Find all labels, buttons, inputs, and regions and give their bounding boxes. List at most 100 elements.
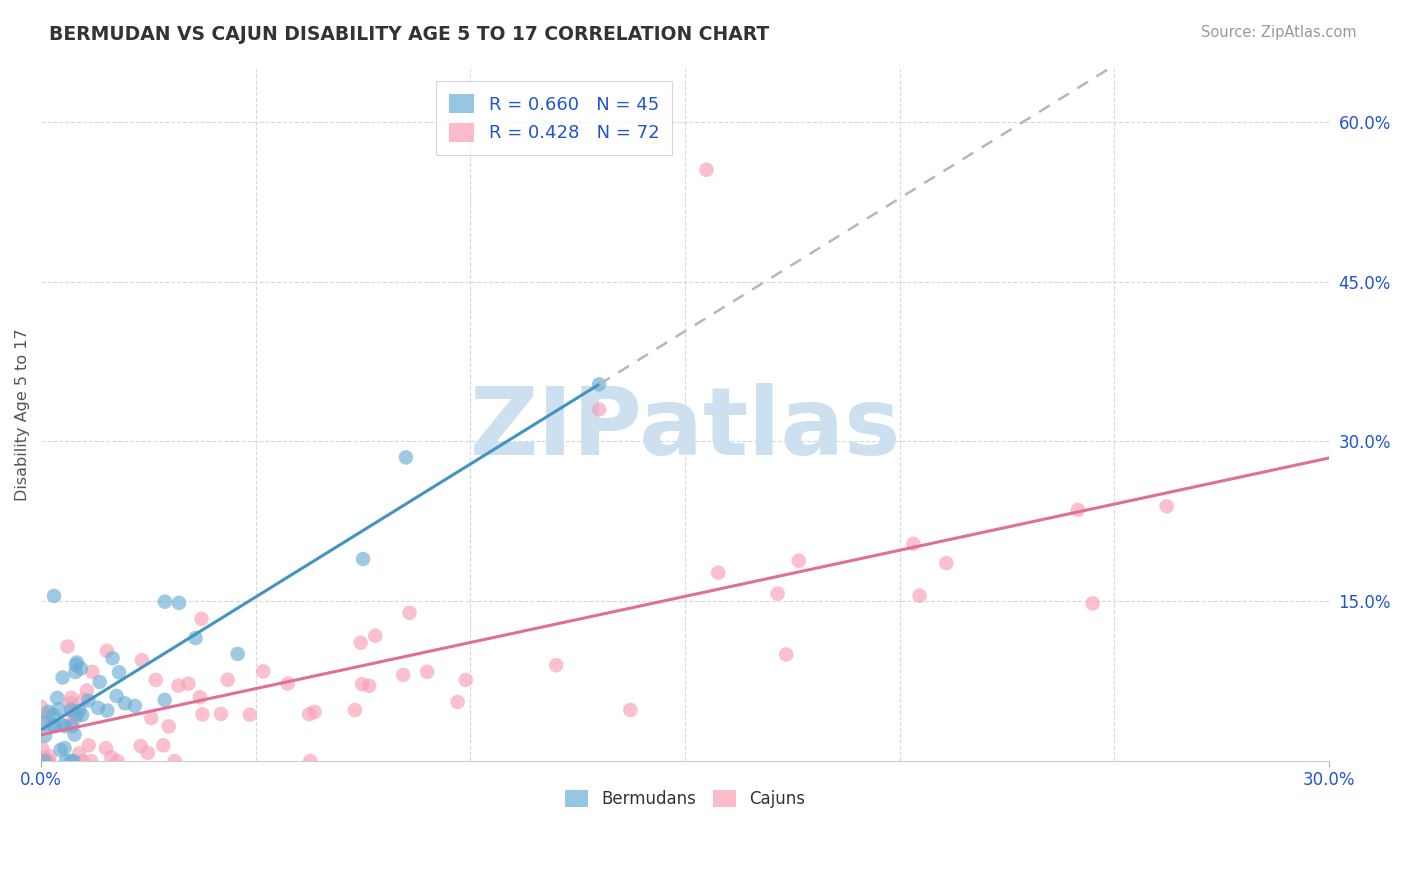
- Point: [72, 693, 94, 707]
- Point: [34, 729, 56, 743]
- Point: [1156, 500, 1178, 514]
- Point: [167, 596, 190, 610]
- Point: [77, 693, 100, 707]
- Point: [87, 701, 110, 715]
- Point: [239, 707, 262, 722]
- Point: [96, 704, 118, 718]
- Point: [59, 696, 82, 710]
- Point: [141, 711, 163, 725]
- Point: [114, 697, 136, 711]
- Point: [153, 594, 176, 608]
- Point: [188, 690, 211, 705]
- Point: [108, 665, 131, 680]
- Text: Source: ZipAtlas.com: Source: ZipAtlas.com: [1201, 25, 1357, 40]
- Point: [163, 754, 186, 768]
- Point: [52, 718, 75, 732]
- Point: [59, 754, 82, 768]
- Point: [398, 606, 420, 620]
- Point: [695, 162, 717, 177]
- Point: [65, 657, 87, 672]
- Point: [145, 673, 167, 687]
- Point: [343, 703, 366, 717]
- Point: [304, 705, 326, 719]
- Point: [129, 739, 152, 753]
- Point: [908, 589, 931, 603]
- Point: [60, 690, 83, 705]
- Point: [177, 676, 200, 690]
- Point: [60, 719, 83, 733]
- Point: [42, 589, 65, 603]
- Point: [100, 750, 122, 764]
- Point: [217, 673, 239, 687]
- Point: [588, 402, 610, 417]
- Legend: Bermudans, Cajuns: Bermudans, Cajuns: [558, 783, 813, 815]
- Point: [67, 704, 90, 718]
- Point: [76, 683, 98, 698]
- Point: [416, 665, 439, 679]
- Point: [252, 665, 274, 679]
- Point: [34, 750, 56, 764]
- Point: [152, 739, 174, 753]
- Point: [31, 754, 53, 768]
- Point: [62, 705, 84, 719]
- Point: [352, 552, 374, 566]
- Point: [184, 631, 207, 645]
- Point: [299, 754, 322, 768]
- Point: [766, 587, 789, 601]
- Point: [34, 754, 56, 768]
- Point: [55, 754, 77, 768]
- Point: [66, 707, 89, 722]
- Point: [101, 651, 124, 665]
- Point: [62, 706, 84, 721]
- Point: [80, 754, 103, 768]
- Point: [298, 707, 321, 722]
- Point: [707, 566, 730, 580]
- Point: [48, 702, 70, 716]
- Point: [31, 741, 53, 756]
- Point: [52, 671, 75, 685]
- Point: [37, 754, 59, 768]
- Point: [107, 754, 129, 768]
- Point: [66, 656, 89, 670]
- Point: [60, 717, 83, 731]
- Point: [96, 644, 118, 658]
- Point: [53, 741, 76, 756]
- Point: [44, 718, 66, 732]
- Text: ZIPatlas: ZIPatlas: [470, 383, 901, 475]
- Point: [153, 693, 176, 707]
- Point: [70, 661, 93, 675]
- Point: [226, 647, 249, 661]
- Point: [277, 676, 299, 690]
- Point: [89, 675, 111, 690]
- Point: [70, 708, 93, 723]
- Point: [903, 537, 925, 551]
- Point: [619, 703, 641, 717]
- Point: [105, 689, 128, 703]
- Point: [30, 700, 52, 714]
- Point: [49, 743, 72, 757]
- Point: [38, 754, 60, 768]
- Point: [157, 719, 180, 733]
- Point: [395, 450, 418, 465]
- Point: [72, 754, 94, 768]
- Point: [53, 719, 76, 733]
- Point: [350, 677, 373, 691]
- Point: [34, 716, 56, 731]
- Point: [546, 658, 568, 673]
- Text: BERMUDAN VS CAJUN DISABILITY AGE 5 TO 17 CORRELATION CHART: BERMUDAN VS CAJUN DISABILITY AGE 5 TO 17…: [49, 25, 769, 44]
- Point: [38, 749, 60, 764]
- Point: [67, 746, 90, 760]
- Point: [31, 715, 53, 730]
- Point: [37, 707, 59, 722]
- Point: [136, 746, 159, 760]
- Point: [124, 698, 146, 713]
- Point: [94, 741, 117, 756]
- Point: [1081, 596, 1104, 610]
- Point: [37, 705, 59, 719]
- Point: [56, 640, 79, 654]
- Point: [42, 708, 65, 723]
- Point: [82, 665, 104, 679]
- Point: [392, 668, 415, 682]
- Point: [65, 710, 87, 724]
- Point: [190, 612, 212, 626]
